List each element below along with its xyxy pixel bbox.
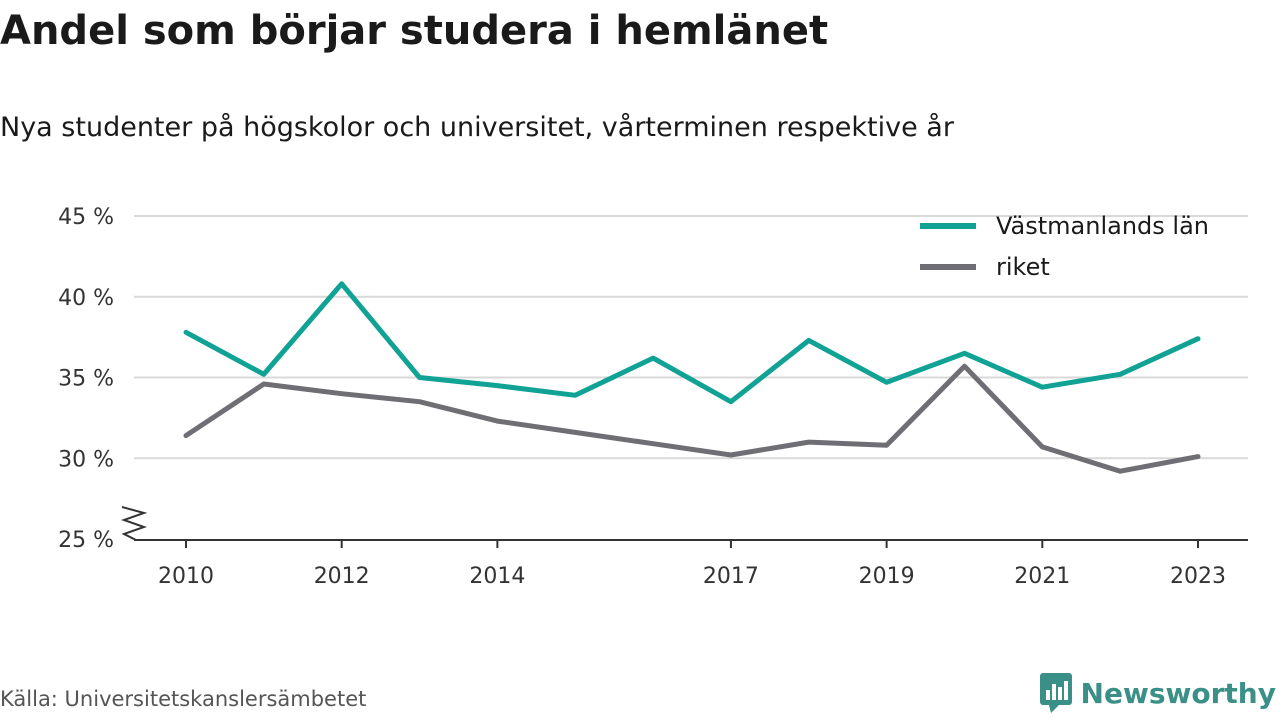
newsworthy-logo-icon <box>1039 673 1072 713</box>
x-tick-label: 2012 <box>314 564 370 589</box>
x-tick-label: 2014 <box>469 564 525 589</box>
legend-label: riket <box>996 253 1050 281</box>
x-tick-label: 2010 <box>158 564 214 589</box>
legend-label: Västmanlands län <box>996 212 1209 240</box>
chart-subtitle: Nya studenter på högskolor och universit… <box>0 112 954 143</box>
chart-title: Andel som börjar studera i hemlänet <box>0 8 829 54</box>
brand-logo: Newsworthy <box>1039 672 1276 714</box>
line-chart: 25 % 30 % 35 % 40 % 45 % 2010 2012 2014 2017 2019… <box>58 205 1248 589</box>
axes: 25 % 30 % 35 % 40 % 45 % 2010 2012 2014 2017 2019… <box>58 205 1248 589</box>
gridlines <box>134 215 1248 460</box>
series-line-riket <box>183 363 1201 474</box>
legend: Västmanlands län riket <box>920 212 1209 281</box>
y-tick-label: 35 % <box>58 367 114 392</box>
y-tick-label: 40 % <box>58 286 114 311</box>
brand-name: Newsworthy <box>1080 676 1276 710</box>
y-tick-label: 25 % <box>58 528 114 553</box>
series-line-vastmanland <box>183 281 1201 405</box>
x-tick-label: 2017 <box>703 564 759 589</box>
x-tick-label: 2019 <box>859 564 915 589</box>
x-tick-label: 2023 <box>1170 564 1226 589</box>
axis-break-icon <box>120 506 148 541</box>
series-lines <box>183 281 1201 474</box>
x-tick-label: 2021 <box>1014 564 1070 589</box>
y-tick-label: 45 % <box>58 205 114 230</box>
source-note: Källa: Universitetskanslersämbetet <box>0 687 367 711</box>
y-tick-label: 30 % <box>58 447 114 472</box>
